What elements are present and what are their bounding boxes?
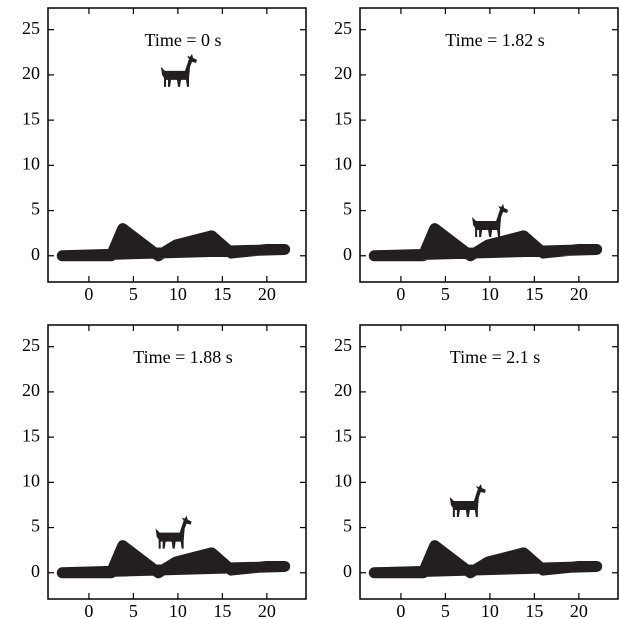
y-tick-label: 0: [31, 244, 40, 264]
horse: [449, 483, 486, 517]
plot-frame: [47, 324, 307, 600]
y-tick-label: 5: [31, 199, 40, 219]
x-tick-label: 5: [441, 601, 450, 619]
x-tick-label: 0: [84, 601, 93, 619]
y-tick-label: 20: [334, 63, 352, 83]
y-tick-label: 5: [343, 199, 352, 219]
panel-title: Time = 1.82 s: [445, 30, 545, 50]
horse-shape: [161, 53, 197, 87]
x-tick-label: 15: [525, 284, 543, 304]
y-tick-label: 25: [22, 335, 40, 355]
x-tick-label: 10: [481, 601, 499, 619]
x-tick-label: 10: [169, 601, 187, 619]
horse-shape: [449, 483, 486, 517]
y-tick-label: 15: [22, 108, 40, 128]
y-tick-label: 15: [334, 108, 352, 128]
x-tick-label: 15: [525, 601, 543, 619]
horse-shape: [155, 515, 192, 549]
x-tick-label: 20: [258, 601, 276, 619]
horse: [155, 515, 192, 549]
x-tick-label: 0: [396, 601, 405, 619]
x-tick-label: 0: [84, 284, 93, 304]
x-tick-label: 10: [481, 284, 499, 304]
y-tick-label: 25: [22, 18, 40, 38]
y-tick-label: 10: [22, 153, 40, 173]
y-tick-label: 5: [31, 516, 40, 536]
y-tick-label: 20: [22, 63, 40, 83]
horse-shape: [472, 204, 509, 238]
x-tick-label: 5: [129, 601, 138, 619]
y-tick-label: 25: [334, 18, 352, 38]
terrain: [56, 540, 291, 579]
y-tick-label: 5: [343, 516, 352, 536]
panel-title: Time = 0 s: [144, 30, 221, 50]
x-tick-label: 5: [129, 284, 138, 304]
plot-frame: [359, 7, 619, 283]
x-tick-label: 0: [396, 284, 405, 304]
y-tick-label: 10: [334, 153, 352, 173]
y-tick-label: 25: [334, 335, 352, 355]
horse: [161, 53, 197, 87]
horse: [472, 204, 509, 238]
y-tick-label: 20: [334, 380, 352, 400]
x-tick-label: 20: [570, 284, 588, 304]
y-tick-label: 0: [343, 561, 352, 581]
y-tick-label: 15: [22, 425, 40, 445]
y-tick-label: 10: [22, 470, 40, 490]
x-tick-label: 5: [441, 284, 450, 304]
plot-frame: [359, 324, 619, 600]
y-tick-label: 20: [22, 380, 40, 400]
y-tick-label: 15: [334, 425, 352, 445]
y-tick-label: 0: [31, 561, 40, 581]
x-tick-label: 10: [169, 284, 187, 304]
panel-title: Time = 1.88 s: [133, 347, 233, 367]
y-tick-label: 0: [343, 244, 352, 264]
terrain: [56, 223, 291, 262]
plot-frame: [47, 7, 307, 283]
x-tick-label: 15: [213, 284, 231, 304]
terrain: [368, 223, 603, 262]
x-tick-label: 20: [258, 284, 276, 304]
terrain: [368, 540, 603, 579]
x-tick-label: 15: [213, 601, 231, 619]
panel-title: Time = 2.1 s: [450, 347, 541, 367]
y-tick-label: 10: [334, 470, 352, 490]
x-tick-label: 20: [570, 601, 588, 619]
